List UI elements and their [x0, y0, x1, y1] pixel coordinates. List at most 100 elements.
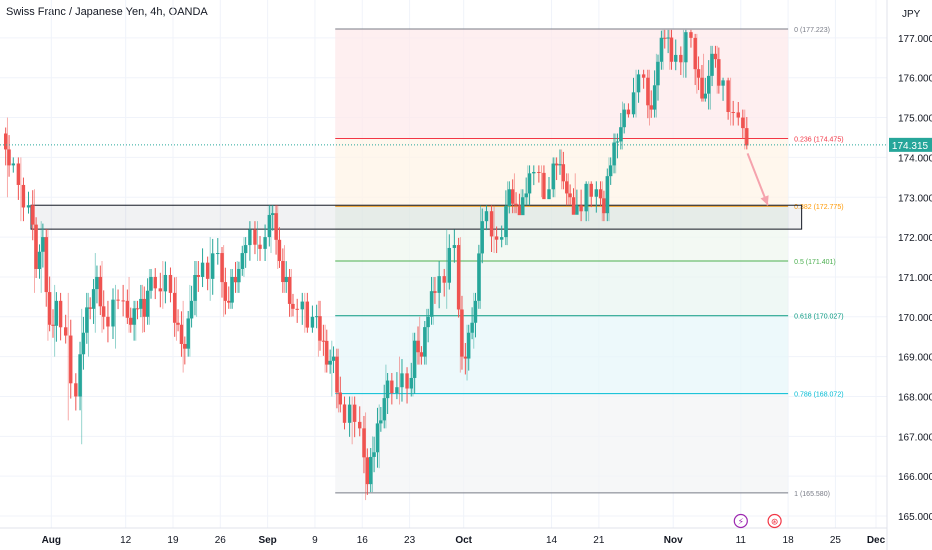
candle-body [696, 69, 701, 78]
fib-band [335, 28, 789, 139]
candle-body [426, 316, 430, 328]
candle-body [679, 54, 683, 63]
candle-body [537, 171, 541, 173]
candle-body [379, 420, 383, 424]
candle-body [223, 282, 228, 301]
lightning-bolt-icon[interactable]: ⚡ [733, 513, 748, 529]
candle-body [248, 229, 252, 246]
candle-body [95, 276, 99, 290]
fib-level-label: 0 (177.223) [794, 27, 830, 34]
event-marker-glyph: ⊛ [771, 517, 779, 527]
y-tick-label: 165.000 [898, 512, 932, 523]
fib-level-label: 0.5 (171.401) [794, 259, 836, 266]
candle-body [21, 184, 26, 208]
candle-body [656, 61, 660, 86]
candle-body [220, 253, 224, 283]
x-tick-label: 18 [783, 535, 795, 546]
candle-body [700, 77, 704, 99]
candle-body [409, 377, 413, 389]
candle-body [507, 189, 511, 207]
candle-body [598, 189, 603, 199]
candle-body [652, 85, 657, 110]
price-axis-panel[interactable] [887, 0, 932, 550]
candle-body [666, 37, 670, 39]
fibonacci-levels[interactable]: 0 (177.223) 0.236 (174.475) 0.382 (172.775… [335, 27, 844, 498]
candle-body [314, 316, 319, 318]
candle-body [456, 245, 461, 310]
currency-label: JPY [902, 9, 921, 20]
candle-body [176, 322, 180, 325]
candle-body [106, 316, 110, 327]
candle-body [37, 251, 42, 269]
candle-body [153, 276, 157, 289]
candle-body [622, 109, 626, 128]
candle-body [659, 37, 664, 62]
candle-body [111, 299, 115, 327]
x-tick-label: 11 [736, 535, 747, 546]
candle-body [365, 457, 370, 485]
candle-body [352, 404, 357, 422]
x-tick-label: 19 [167, 535, 179, 546]
candle-body [200, 262, 205, 277]
candle-body [358, 421, 362, 429]
candle-body [7, 149, 11, 166]
candle-body [447, 247, 451, 283]
candle-body [263, 237, 267, 249]
candle-body [460, 309, 464, 357]
x-tick-label: Dec [867, 535, 886, 546]
candle-body [731, 111, 735, 113]
candle-body [510, 189, 515, 204]
fib-band [335, 206, 789, 261]
candle-body [641, 74, 646, 78]
event-markers[interactable]: ⚡ ⊛ [733, 513, 782, 529]
candle-body [646, 77, 650, 106]
candle-body [571, 197, 576, 215]
candle-body [674, 54, 678, 62]
candle-body [579, 205, 583, 212]
y-tick-label: 176.000 [898, 74, 932, 85]
candle-body [47, 292, 52, 325]
candle-body [125, 300, 130, 318]
candle-body [291, 303, 295, 309]
candle-body [473, 300, 478, 323]
projection-arrow[interactable] [746, 153, 769, 206]
candle-body [331, 356, 336, 361]
candle-body [335, 356, 339, 393]
candle-body [281, 261, 285, 283]
candle-body [605, 176, 610, 214]
candle-body [575, 205, 579, 215]
candle-body [237, 268, 241, 283]
candle-body [54, 300, 59, 326]
candle-body [584, 183, 588, 212]
candle-body [102, 306, 106, 317]
x-tick-label: 14 [546, 535, 558, 546]
candle-body [489, 211, 494, 237]
candle-body [31, 205, 35, 225]
candle-body [721, 80, 725, 86]
candle-body [189, 300, 194, 319]
candle-body [305, 301, 310, 328]
candle-body [594, 189, 599, 197]
candle-body [429, 291, 434, 317]
candle-body [504, 206, 508, 238]
candle-body [558, 164, 562, 166]
candle-body [423, 327, 427, 357]
candle-body [649, 105, 653, 110]
event-marker-ring [767, 513, 782, 529]
fib-band [335, 393, 789, 493]
candle-body [274, 213, 278, 240]
candle-body [26, 205, 31, 208]
candle-body [216, 253, 220, 255]
candle-body [467, 332, 471, 359]
candle-body [375, 423, 380, 453]
candle-body [183, 343, 187, 349]
candle-body [362, 428, 366, 458]
economic-event-icon[interactable]: ⊛ [767, 513, 782, 529]
candle-body [196, 275, 201, 277]
candle-body [390, 380, 394, 394]
candle-body [717, 59, 721, 86]
support-zone[interactable] [30, 204, 803, 230]
candle-body [527, 173, 532, 194]
candle-body [463, 356, 468, 359]
